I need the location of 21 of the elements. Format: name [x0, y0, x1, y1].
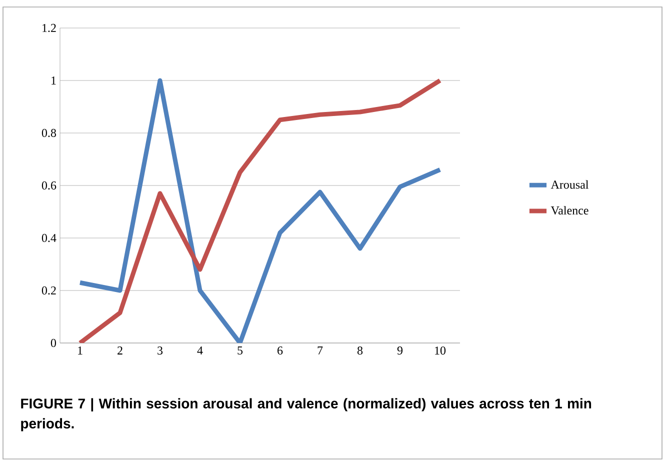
caption: FIGURE 7 | Within session arousal and valence (normalized) values across ten 1 min periods.	[21, 398, 592, 432]
x-tick-label: 6	[278, 346, 283, 355]
x-tick-label: 5	[238, 346, 243, 354]
y-tick-label: 1.2	[42, 24, 56, 32]
x-tick-label: 1	[78, 346, 82, 354]
y-tick-label: 1	[52, 76, 56, 84]
y-tick-label: 0.6	[42, 181, 56, 190]
x-tick-label: 10	[435, 346, 446, 355]
legend-label: Valence	[550, 206, 588, 215]
x-tick-label: 2	[118, 346, 122, 354]
y-tick-label: 0.4	[42, 234, 56, 242]
x-tick-label: 7	[318, 346, 323, 354]
x-tick-label: 9	[397, 346, 402, 355]
x-tick-label: 3	[158, 346, 163, 355]
x-tick-label: 8	[357, 346, 363, 355]
y-tick-label: 0.2	[42, 286, 56, 295]
y-tick-label: 0	[50, 338, 56, 348]
line-series	[78, 78, 442, 343]
legend-label: Arousal	[550, 180, 589, 189]
x-tick-label: 4	[197, 346, 203, 354]
y-tick-label: 0.8	[42, 128, 56, 138]
